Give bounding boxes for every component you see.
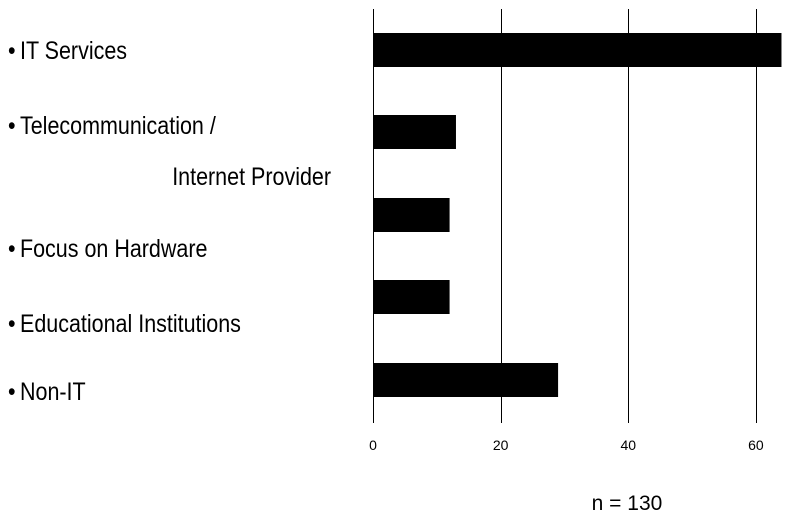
bar [373, 363, 559, 397]
bar [373, 198, 450, 232]
category-label: Non-IT [20, 377, 86, 405]
x-tick-label: 60 [748, 437, 764, 453]
category-label-continued: Internet Provider [172, 162, 331, 190]
category-label: Telecommunication / [20, 111, 216, 139]
sample-size-note: n = 130 [592, 492, 663, 515]
category-bullet: • [8, 309, 16, 337]
bar [373, 280, 450, 314]
category-bullet: • [8, 234, 16, 262]
x-tick-label: 0 [369, 437, 377, 453]
category-bullet: • [8, 377, 16, 405]
category-label: IT Services [20, 36, 127, 64]
bar [373, 115, 456, 149]
bar [373, 33, 782, 67]
category-label: Focus on Hardware [20, 234, 207, 262]
category-bullet: • [8, 111, 16, 139]
category-bullet: • [8, 36, 16, 64]
x-tick-label: 20 [493, 437, 509, 453]
x-tick-label: 40 [621, 437, 637, 453]
category-label: Educational Institutions [20, 309, 241, 337]
